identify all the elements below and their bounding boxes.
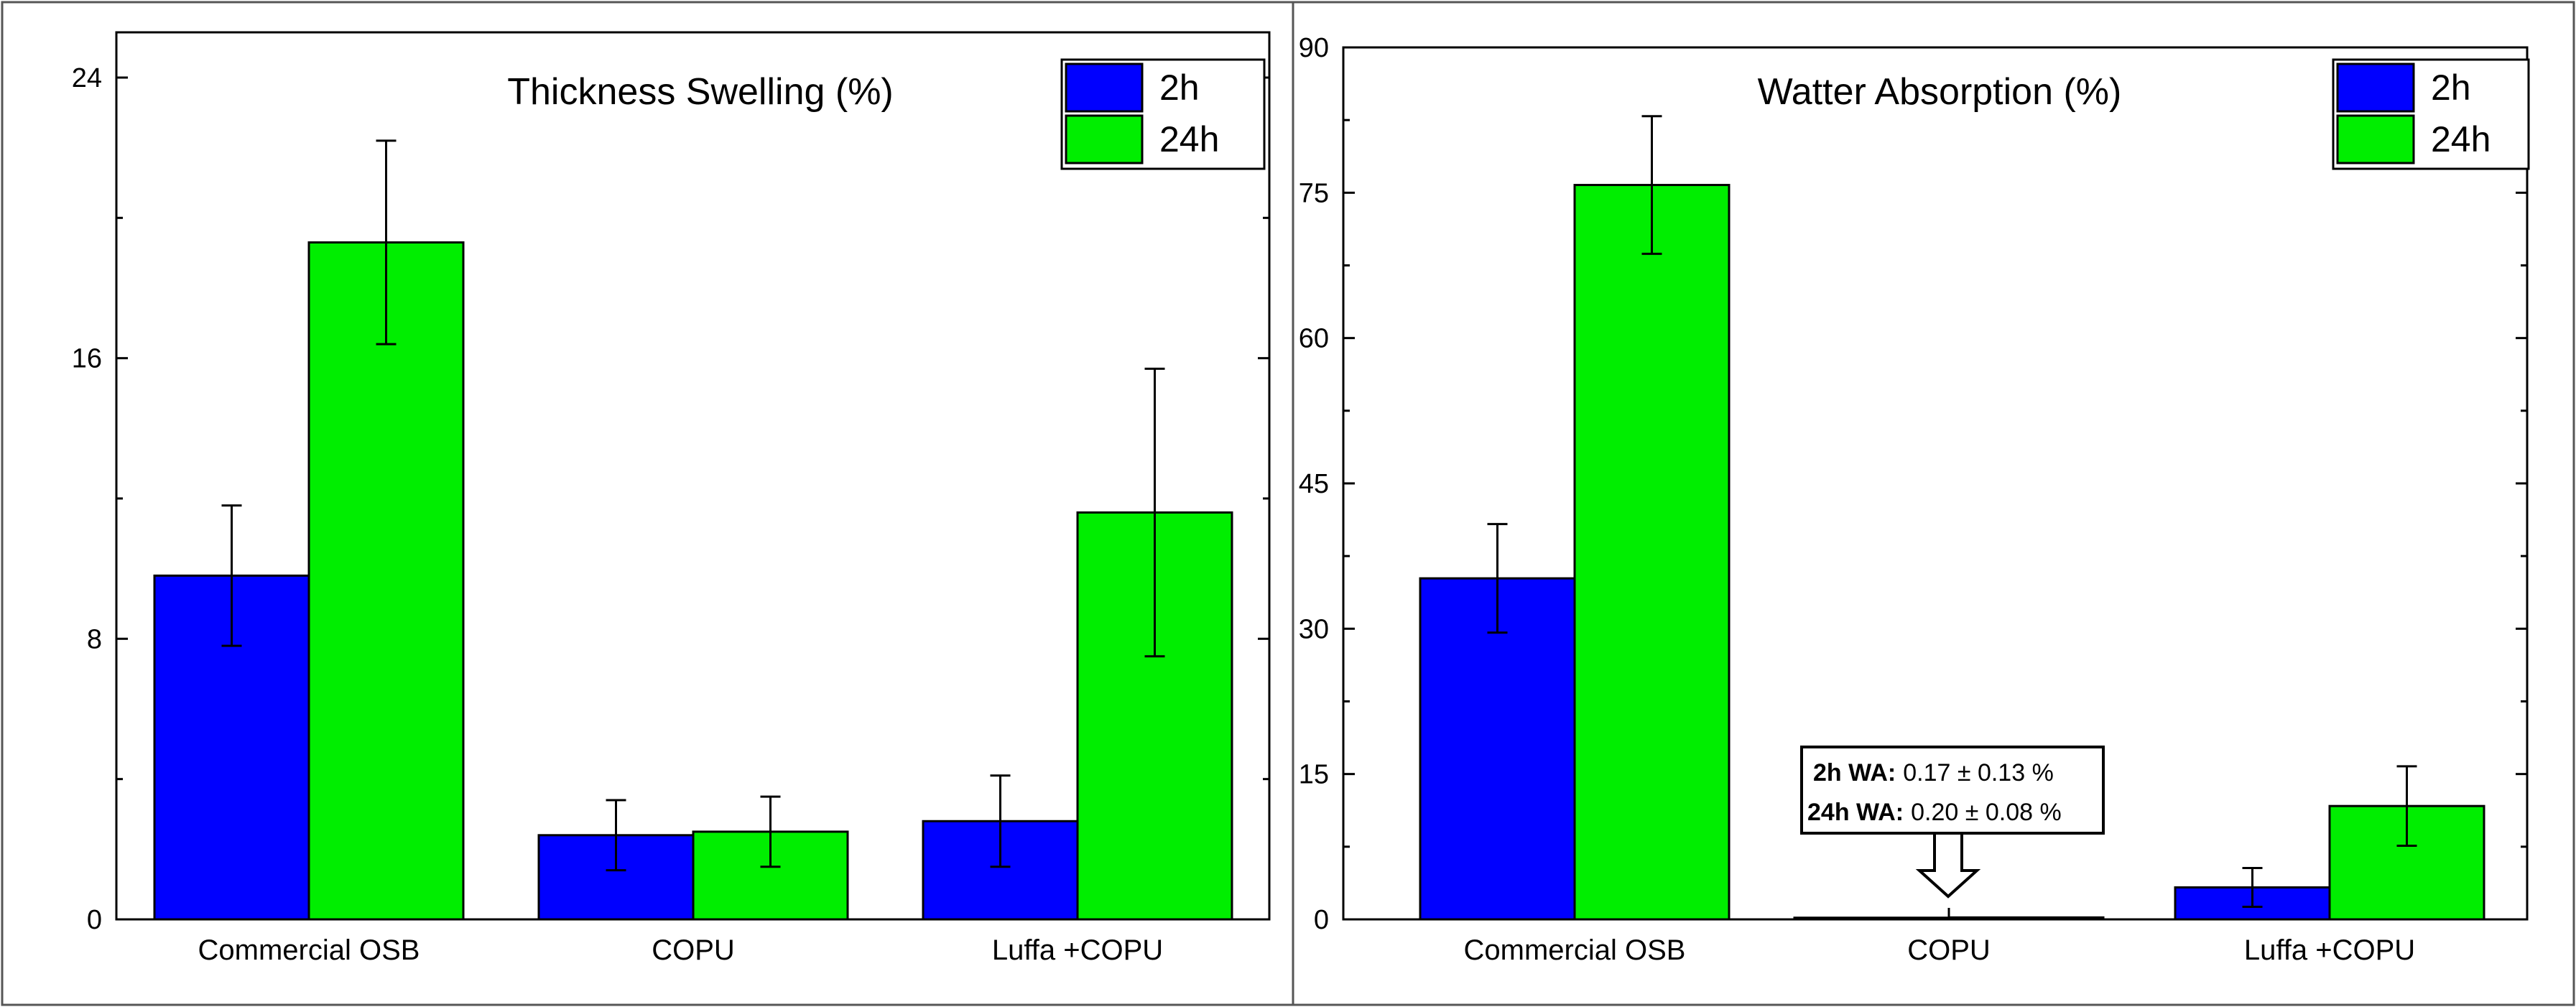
- y-tick-label: 0: [1314, 905, 1329, 935]
- y-tick-label: 0: [87, 905, 102, 935]
- chart-title: Watter Absorption (%): [1758, 71, 2122, 113]
- y-tick-label: 45: [1299, 469, 1329, 499]
- x-category-label: Luffa +COPU: [992, 934, 1163, 966]
- x-category-label: Luffa +COPU: [2244, 934, 2415, 966]
- y-tick-label: 24: [72, 63, 102, 93]
- annotation-line-24h: 24h WA: 0.20 ± 0.08 %: [1807, 799, 2062, 826]
- legend-swatch-24h: [1065, 114, 1144, 164]
- y-tick-label: 15: [1299, 760, 1329, 790]
- x-category-labels: Commercial OSB COPU Luffa +COPU: [198, 934, 1164, 966]
- x-category-label: COPU: [1907, 934, 1991, 966]
- bar-24h-copu: [1947, 916, 2105, 921]
- legend-swatch-2h: [1065, 62, 1144, 113]
- y-tick-labels: 0 8 16 24: [72, 63, 102, 935]
- axis-ticks: [1343, 46, 2527, 921]
- bar-2h-commercial-osb: [1419, 577, 1576, 921]
- legend-label-24h: 24h: [2431, 119, 2491, 159]
- y-tick-labels: 0 15 30 45 60 75 90: [1299, 33, 1329, 935]
- legend-swatch-2h: [2336, 62, 2415, 113]
- annotation-arrow-icon: [1915, 832, 1981, 899]
- y-tick-label: 90: [1299, 33, 1329, 63]
- legend-label-2h: 2h: [1159, 68, 1200, 108]
- x-category-labels: Commercial OSB COPU Luffa +COPU: [1464, 934, 2416, 966]
- y-tick-label: 8: [87, 624, 102, 654]
- errorbar-group: [1487, 115, 2417, 908]
- copu-annotation: 2h WA: 0.17 ± 0.13 % 24h WA: 0.20 ± 0.08 %: [1800, 746, 2105, 899]
- legend-swatch-24h: [2336, 114, 2415, 164]
- bar-2h-copu: [1793, 916, 1950, 921]
- chart-water-absorption: 0 15 30 45 60 75 90 Commercial OSB COPU Luffa +C…: [1299, 33, 2530, 966]
- y-tick-label: 60: [1299, 324, 1329, 354]
- bar-group: [153, 241, 1233, 921]
- y-tick-label: 16: [72, 344, 102, 374]
- bar-24h-commercial-osb: [1573, 184, 1731, 921]
- errorbar-group: [221, 139, 1165, 872]
- annotation-line-2h: 2h WA: 0.17 ± 0.13 %: [1813, 759, 2054, 786]
- y-tick-label: 30: [1299, 614, 1329, 644]
- x-category-label: COPU: [652, 934, 735, 966]
- chart-title: Thickness Swelling (%): [507, 71, 894, 113]
- y-tick-label: 75: [1299, 178, 1329, 208]
- chart-thickness-swelling: 0 8 16 24 Commercial OSB COPU Luffa +COPU Thi…: [72, 31, 1271, 966]
- legend-label-2h: 2h: [2431, 68, 2471, 108]
- x-category-label: Commercial OSB: [1464, 934, 1686, 966]
- x-category-label: Commercial OSB: [198, 934, 420, 966]
- bar-24h-commercial-osb: [307, 241, 465, 921]
- legend-label-24h: 24h: [1159, 119, 1219, 159]
